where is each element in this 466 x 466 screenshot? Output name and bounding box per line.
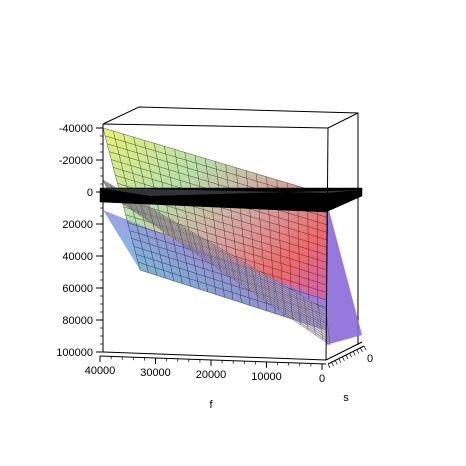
z-tick-label: 20000 <box>62 219 93 231</box>
s-tick <box>331 362 334 367</box>
z-axis: -40000 -20000 0 20000 40000 60000 80000 100000 <box>56 123 104 359</box>
s-axis-label: s <box>343 392 349 404</box>
mesh-line <box>236 257 243 286</box>
s-tick <box>352 351 356 356</box>
z-tick-label: 60000 <box>62 283 93 295</box>
bounding-box <box>102 106 359 345</box>
z-tick-label: 80000 <box>62 315 93 327</box>
mesh-line <box>162 214 169 236</box>
f-tick-label: 20000 <box>196 369 227 381</box>
mesh-line <box>199 236 206 261</box>
mesh-line <box>214 244 221 271</box>
f-tick-label: 40000 <box>85 365 116 377</box>
box-edge-bottom <box>102 351 327 361</box>
s-tick <box>363 345 367 351</box>
mesh-line <box>192 231 199 256</box>
mesh-line <box>258 270 265 301</box>
f-tick-label: 10000 <box>251 371 282 383</box>
black-plane-top <box>100 188 362 196</box>
mesh-line <box>121 198 328 263</box>
s-tick <box>356 349 360 354</box>
mesh-line <box>206 240 213 266</box>
mesh-line <box>229 253 235 281</box>
s-tick <box>338 358 342 363</box>
bounding-box-front <box>102 112 363 361</box>
f-axis-line <box>99 355 327 365</box>
mesh-line <box>288 288 294 321</box>
surfaces <box>99 127 363 346</box>
mesh-line <box>147 205 155 226</box>
f-axis: 40000 30000 20000 10000 0 <box>85 355 327 385</box>
box-edge-bottom-right <box>325 341 363 361</box>
z-tick-label: -20000 <box>59 155 93 167</box>
s-tick <box>345 354 349 360</box>
mesh-line <box>303 296 309 331</box>
f-tick-label: 0 <box>319 373 325 385</box>
f-tick-label: 30000 <box>140 367 171 379</box>
s-tick <box>327 363 331 369</box>
mesh-line <box>244 262 250 291</box>
mesh-line <box>102 127 329 196</box>
grey-mesh <box>102 179 331 346</box>
mesh-line <box>273 279 279 311</box>
z-tick-label: -40000 <box>59 123 93 135</box>
s-tick <box>349 353 352 358</box>
mesh-line <box>154 210 162 231</box>
z-tick-label: 100000 <box>56 347 93 359</box>
mesh-line <box>177 223 184 246</box>
s-tick-label: 0 <box>367 353 373 365</box>
mesh-line <box>115 175 328 241</box>
f-axis-label: f <box>209 399 213 411</box>
z-tick-label: 40000 <box>62 251 93 263</box>
box-edge-top <box>102 112 359 129</box>
mesh-line <box>139 201 147 221</box>
rainbow-surface-edge <box>325 195 362 345</box>
s-tick <box>342 356 345 361</box>
mesh-line <box>310 301 316 336</box>
mesh-line <box>266 275 272 306</box>
s-axis: 0 <box>327 345 373 369</box>
box-edge-front <box>325 127 329 361</box>
s-tick <box>334 360 338 365</box>
mesh-line <box>184 227 191 251</box>
mesh-line <box>296 292 301 326</box>
mesh-line <box>251 266 257 296</box>
box-edge-back <box>102 106 359 345</box>
s-tick <box>360 347 363 352</box>
mesh-line <box>318 305 323 341</box>
mesh-line <box>281 283 287 316</box>
mesh-line <box>221 249 228 276</box>
mesh-line <box>169 218 177 241</box>
z-tick-label: 0 <box>87 187 93 199</box>
